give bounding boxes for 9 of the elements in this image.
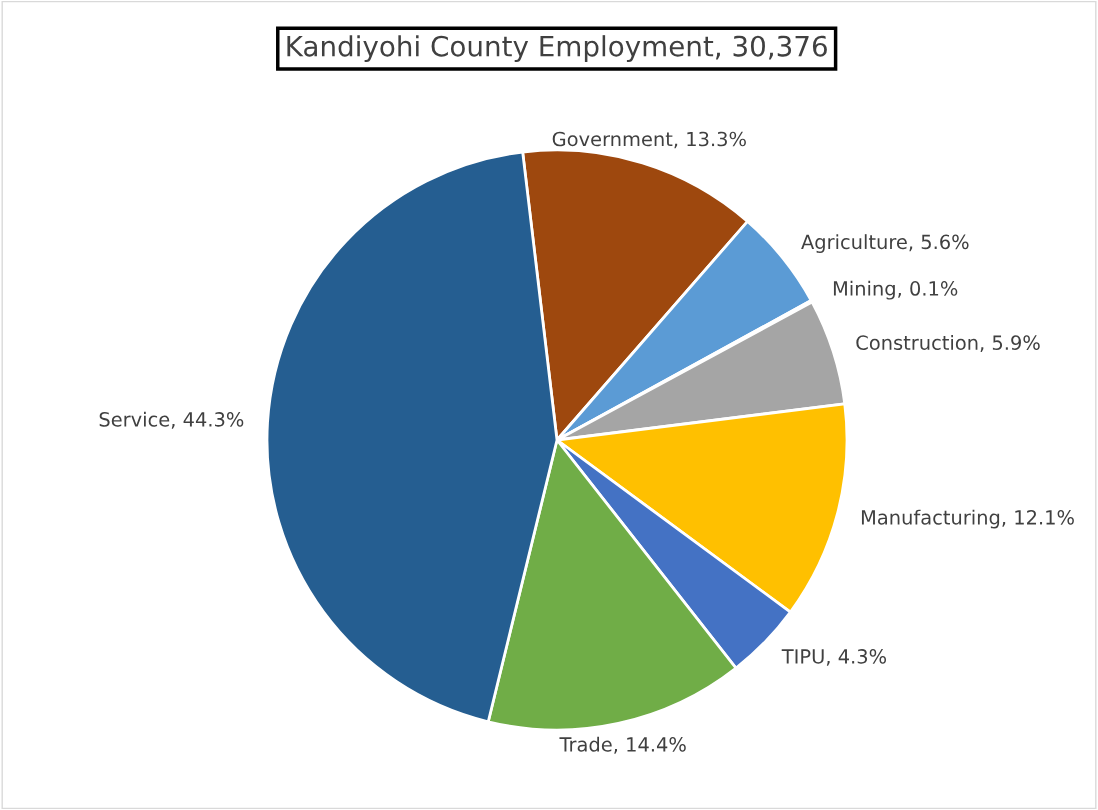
- slice-label: Trade, 14.4%: [559, 736, 686, 754]
- slice-label: TIPU, 4.3%: [781, 649, 887, 666]
- slice-label: Government, 13.3%: [552, 131, 746, 149]
- slice-label: Service, 44.3%: [99, 411, 244, 429]
- slice-label: Construction, 5.9%: [856, 334, 1040, 352]
- slice-label: Agriculture, 5.6%: [801, 234, 969, 253]
- slice-label: Manufacturing, 12.1%: [861, 509, 1074, 529]
- slice-label: Mining, 0.1%: [833, 280, 958, 300]
- chart-title: Kandiyohi County Employment, 30,376: [287, 35, 827, 63]
